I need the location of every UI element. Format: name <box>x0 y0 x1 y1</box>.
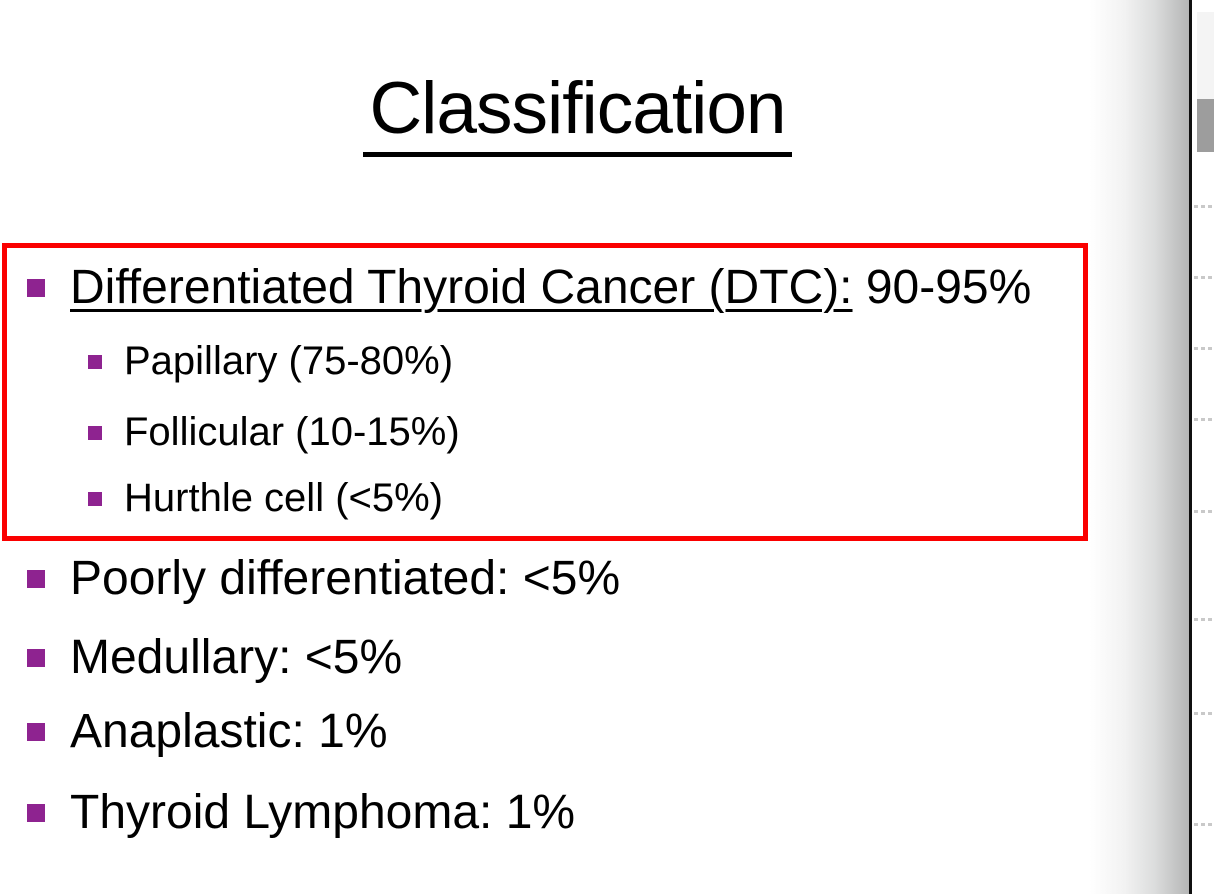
adjacent-page-dotted-line <box>1194 418 1214 421</box>
bullet-square-icon <box>88 426 102 440</box>
list-item-text: Poorly differentiated: <5% <box>70 551 621 605</box>
list-item-text: Follicular (10-15%) <box>124 409 460 454</box>
bullet-square-icon <box>27 570 45 588</box>
list-item: Hurthle cell (<5%) <box>88 473 443 523</box>
adjacent-page-gray-block <box>1197 99 1214 152</box>
list-item-text: Thyroid Lymphoma: 1% <box>70 785 576 839</box>
adjacent-page-dotted-line <box>1194 618 1214 621</box>
list-item: Differentiated Thyroid Cancer (DTC): 90-… <box>27 258 1031 316</box>
list-item-text: Papillary (75-80%) <box>124 338 454 383</box>
adjacent-page-light-block <box>1197 12 1214 99</box>
list-item: Medullary: <5% <box>27 628 402 686</box>
list-item-text: Anaplastic: 1% <box>70 704 388 758</box>
adjacent-page-dotted-line <box>1194 276 1214 279</box>
list-item: Anaplastic: 1% <box>27 702 388 760</box>
list-item-text-underlined: Differentiated Thyroid Cancer (DTC): <box>70 260 853 314</box>
adjacent-page-dotted-line <box>1194 510 1214 513</box>
list-item: Thyroid Lymphoma: 1% <box>27 783 575 841</box>
bullet-square-icon <box>27 804 45 822</box>
page-divider-line <box>1189 0 1192 894</box>
list-item-text: Hurthle cell (<5%) <box>124 475 444 520</box>
list-item-text: Medullary: <5% <box>70 630 403 684</box>
bullet-square-icon <box>88 492 102 506</box>
page-title: Classification <box>0 66 1155 172</box>
adjacent-page-dotted-line <box>1194 205 1214 208</box>
list-item: Papillary (75-80%) <box>88 336 453 386</box>
bullet-square-icon <box>27 279 45 297</box>
list-item-text-rest: 90-95% <box>852 260 1032 314</box>
page-title-text: Classification <box>363 68 792 157</box>
list-item-text: Differentiated Thyroid Cancer (DTC): 90-… <box>70 260 1031 315</box>
list-item: Follicular (10-15%) <box>88 407 460 457</box>
page-edge-shadow <box>1090 0 1189 894</box>
list-item: Poorly differentiated: <5% <box>27 549 620 607</box>
bullet-square-icon <box>27 723 45 741</box>
adjacent-page-dotted-line <box>1194 347 1214 350</box>
adjacent-page-strip[interactable] <box>1192 0 1214 894</box>
red-highlight-box <box>2 243 1088 541</box>
bullet-square-icon <box>88 355 102 369</box>
adjacent-page-dotted-line <box>1194 823 1214 826</box>
bullet-square-icon <box>27 649 45 667</box>
adjacent-page-dotted-line <box>1194 712 1214 715</box>
